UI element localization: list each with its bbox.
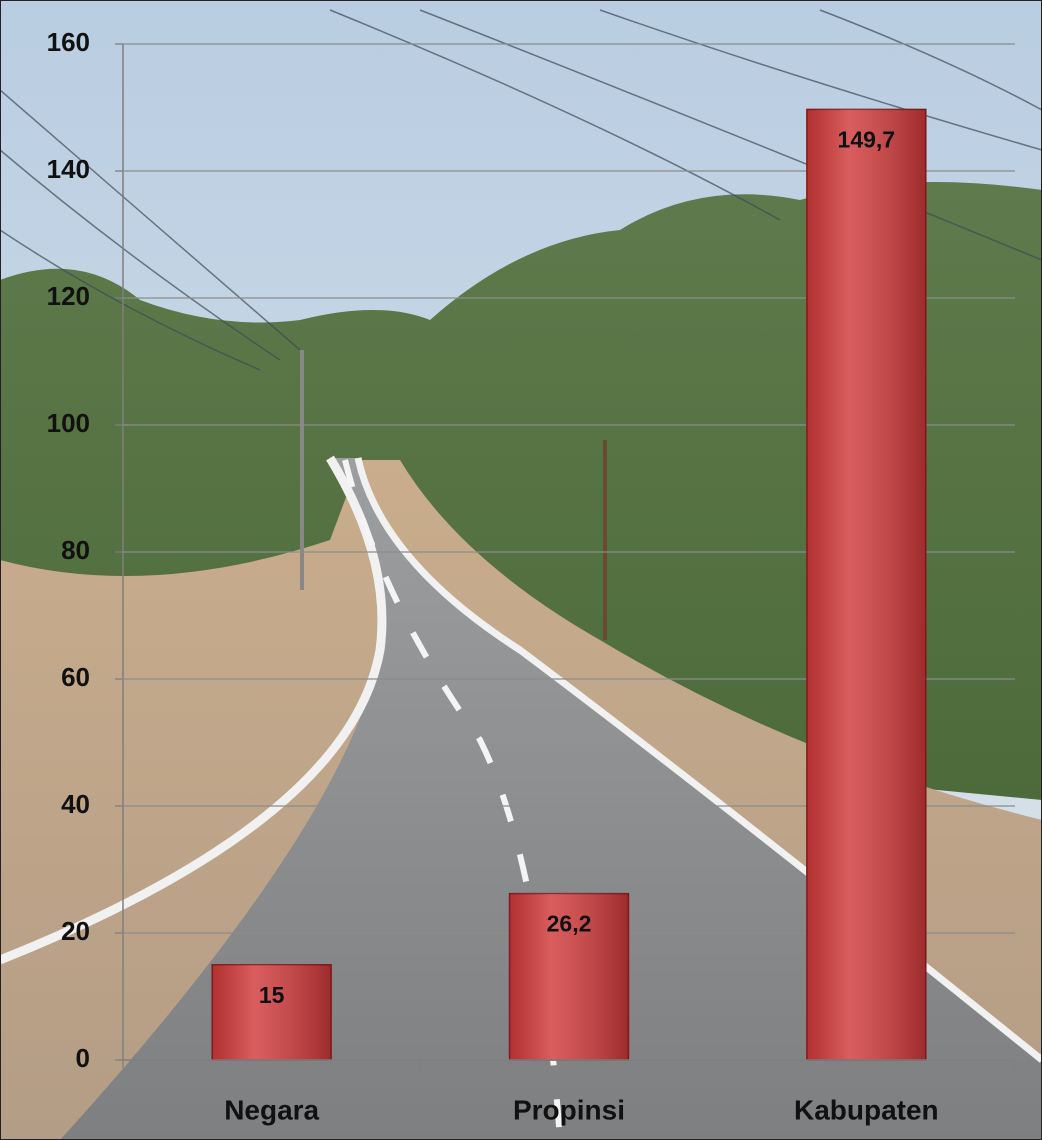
y-tick-label: 20 (61, 916, 90, 946)
value-label: 149,7 (838, 126, 896, 152)
x-tick-label: Negara (224, 1094, 319, 1125)
y-tick-label: 120 (47, 281, 90, 311)
y-tick-label: 40 (61, 789, 90, 819)
y-tick-label: 0 (76, 1043, 90, 1073)
y-tick-label: 60 (61, 662, 90, 692)
x-tick-label: Kabupaten (794, 1094, 939, 1125)
y-tick-label: 80 (61, 535, 90, 565)
y-tick-label: 100 (47, 408, 90, 438)
value-label: 26,2 (547, 911, 592, 937)
y-tick-label: 140 (47, 154, 90, 184)
x-tick-label: Propinsi (513, 1094, 625, 1125)
value-label: 15 (259, 982, 285, 1008)
y-tick-label: 160 (47, 27, 90, 57)
bar (211, 964, 332, 1061)
bar (806, 108, 927, 1061)
